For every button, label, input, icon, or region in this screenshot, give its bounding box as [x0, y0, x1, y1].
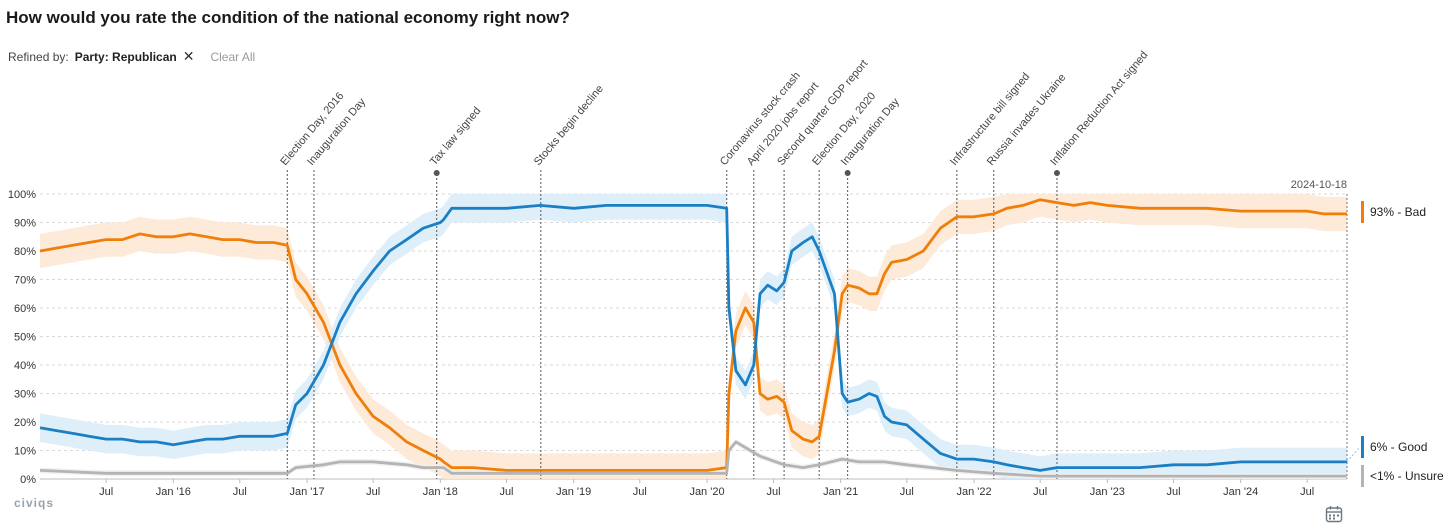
series-line-bad — [39, 198, 1347, 472]
x-tick-label: Jan '20 — [689, 486, 724, 498]
event-label: Inflation Reduction Act signed — [1048, 49, 1150, 168]
band-good — [40, 194, 1347, 479]
x-tick-label: Jul — [1300, 486, 1314, 498]
event-dot — [844, 170, 851, 176]
event-dot — [1053, 170, 1060, 176]
x-tick-label: Jul — [99, 486, 113, 498]
end-label-bar-bad — [1361, 201, 1364, 223]
end-date-label: 2024-10-18 — [1291, 179, 1347, 191]
x-tick-label: Jan '24 — [1223, 486, 1258, 498]
party-filter-chip-label: Party: Republican — [74, 49, 177, 64]
x-tick-label: Jul — [366, 486, 380, 498]
x-tick-label: Jan '21 — [823, 486, 858, 498]
civiqs-logo: civiqs — [14, 496, 55, 510]
y-tick-label: 10% — [14, 446, 36, 458]
end-label-unsure: <1% - Unsure — [1370, 469, 1444, 483]
end-label-bar-unsure — [1361, 465, 1364, 487]
clear-all-link[interactable]: Clear All — [210, 49, 256, 64]
x-tick-label: Jan '19 — [556, 486, 591, 498]
y-tick-label: 90% — [14, 218, 36, 230]
x-tick-label: Jul — [499, 486, 513, 498]
end-label-bar-good — [1361, 436, 1364, 458]
y-tick-label: 20% — [14, 417, 36, 429]
x-tick-label: Jul — [766, 486, 780, 498]
series-line-unsure — [39, 440, 1347, 478]
series-line-good — [39, 204, 1347, 472]
refined-by-label: Refined by: — [8, 49, 69, 64]
y-tick-label: 70% — [14, 275, 36, 287]
chart-title: How would you rate the condition of the … — [6, 8, 570, 27]
x-tick-label: Jul — [1166, 486, 1180, 498]
x-tick-label: Jul — [900, 486, 914, 498]
end-label-good: 6% - Good — [1370, 440, 1427, 454]
x-tick-label: Jan '17 — [289, 486, 324, 498]
y-tick-label: 0% — [20, 474, 36, 486]
event-label: Tax law signed — [428, 105, 484, 168]
x-tick-label: Jan '22 — [956, 486, 991, 498]
event-label: Stocks begin decline — [532, 83, 606, 168]
x-tick-label: Jan '23 — [1090, 486, 1125, 498]
y-tick-label: 50% — [14, 332, 36, 344]
close-icon[interactable]: ✕ — [182, 48, 195, 64]
calendar-icon[interactable] — [1325, 505, 1343, 523]
filter-bar: Refined by: Party: Republican ✕ Clear Al… — [8, 48, 255, 65]
y-tick-label: 30% — [14, 389, 36, 401]
y-tick-label: 100% — [8, 189, 36, 201]
x-tick-label: Jul — [1033, 486, 1047, 498]
x-tick-label: Jan '16 — [156, 486, 191, 498]
y-tick-label: 60% — [14, 303, 36, 315]
party-filter-chip[interactable]: Party: Republican ✕ — [75, 48, 195, 65]
y-tick-label: 40% — [14, 360, 36, 372]
end-label-connector — [1346, 447, 1360, 463]
x-tick-label: Jul — [233, 486, 247, 498]
x-tick-label: Jul — [633, 486, 647, 498]
x-tick-label: Jan '18 — [423, 486, 458, 498]
y-tick-label: 80% — [14, 246, 36, 258]
end-label-bad: 93% - Bad — [1370, 205, 1426, 219]
event-dot — [433, 170, 440, 176]
